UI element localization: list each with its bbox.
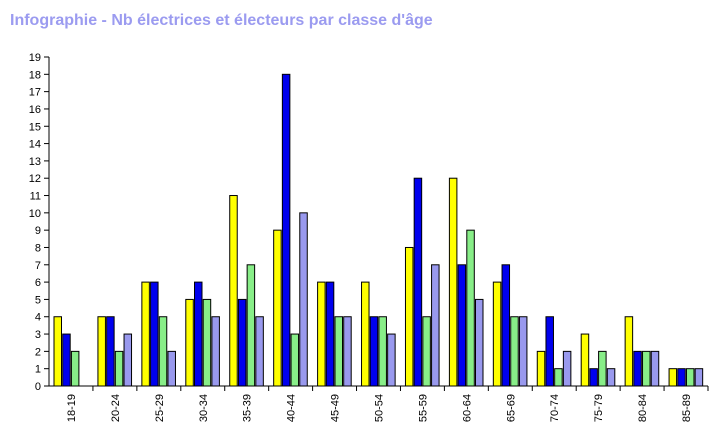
- bar-85-89-series-1: [668, 368, 678, 387]
- bar-55-59-series-4: [431, 264, 440, 387]
- y-tick-label: 17: [29, 87, 41, 99]
- bar-25-29-series-4: [167, 350, 176, 387]
- bar-75-79-series-2: [589, 368, 598, 387]
- bar-50-54-series-1: [361, 281, 370, 387]
- bar-70-74-series-2: [545, 316, 554, 387]
- x-tick-label: 25-29: [154, 394, 166, 422]
- bar-35-39-series-1: [229, 195, 238, 387]
- x-tick-label: 70-74: [549, 394, 561, 422]
- bar-40-44-series-4: [299, 212, 308, 387]
- bar-30-34-series-1: [185, 298, 194, 387]
- bar-60-64-series-4: [475, 298, 484, 387]
- x-tick-label: 45-49: [330, 394, 342, 422]
- y-tick-label: 3: [35, 329, 41, 341]
- y-tick-label: 1: [35, 364, 41, 376]
- x-tick-label: 40-44: [286, 394, 298, 422]
- x-axis: 18-19 20-24 25-29 30-34 35-39 40-44 45-49 50-54…: [66, 386, 709, 422]
- y-tick-label: 5: [35, 294, 41, 306]
- bar-60-64-series-3: [466, 229, 475, 387]
- x-tick-label: 65-69: [505, 394, 517, 422]
- y-tick-label: 2: [35, 346, 41, 358]
- bar-70-74-series-1: [536, 350, 546, 387]
- x-tick-label: 55-59: [417, 394, 429, 422]
- bar-25-29-series-2: [150, 281, 159, 387]
- bar-55-59-series-3: [422, 316, 431, 387]
- x-tick-label: 75-79: [593, 394, 605, 422]
- y-tick-label: 6: [35, 277, 41, 289]
- y-tick-label: 0: [35, 381, 41, 393]
- bar-25-29-series-1: [141, 281, 150, 387]
- bar-80-84-series-3: [642, 350, 651, 387]
- y-tick-label: 7: [35, 260, 41, 272]
- bar-20-24-series-4: [123, 333, 133, 387]
- bar-40-44-series-2: [281, 73, 291, 387]
- x-tick-label: 60-64: [461, 394, 473, 422]
- bar-45-49-series-3: [334, 316, 343, 387]
- bar-75-79-series-1: [580, 333, 590, 387]
- bar-65-69-series-2: [501, 264, 511, 387]
- bar-35-39-series-2: [237, 298, 247, 387]
- bar-20-24-series-3: [114, 350, 124, 387]
- bar-65-69-series-1: [492, 281, 502, 387]
- x-tick-label: 30-34: [198, 394, 210, 422]
- y-tick-label: 9: [35, 225, 41, 237]
- bar-85-89-series-4: [694, 368, 704, 387]
- bar-50-54-series-4: [387, 333, 396, 387]
- x-tick-label: 35-39: [242, 394, 254, 422]
- chart-title: Infographie - Nb électrices et électeurs…: [10, 12, 433, 29]
- x-tick-label: 50-54: [374, 394, 386, 422]
- y-tick-label: 16: [29, 104, 41, 116]
- y-tick-label: 18: [29, 69, 41, 81]
- y-tick-label: 19: [29, 52, 41, 64]
- bar-35-39-series-3: [246, 264, 256, 387]
- bar-18-19-series-3: [70, 350, 80, 387]
- bar-70-74-series-3: [554, 368, 563, 387]
- bars: [53, 73, 704, 387]
- bar-85-89-series-3: [685, 368, 695, 387]
- bar-35-39-series-4: [255, 316, 264, 387]
- bar-40-44-series-1: [273, 229, 282, 387]
- bar-18-19-series-1: [53, 316, 62, 387]
- bar-25-29-series-3: [158, 316, 168, 387]
- bar-80-84-series-4: [650, 350, 660, 387]
- y-tick-label: 12: [29, 173, 41, 185]
- bar-55-59-series-2: [413, 177, 423, 387]
- bar-65-69-series-4: [518, 316, 528, 387]
- bar-50-54-series-3: [378, 316, 387, 387]
- bar-45-49-series-2: [325, 281, 335, 387]
- bar-60-64-series-1: [448, 177, 458, 387]
- y-tick-label: 4: [35, 312, 41, 324]
- bar-70-74-series-4: [562, 350, 572, 387]
- bar-45-49-series-4: [343, 316, 352, 387]
- bar-80-84-series-2: [633, 350, 642, 387]
- bar-18-19-series-2: [62, 333, 71, 387]
- y-tick-label: 13: [29, 156, 41, 168]
- bar-30-34-series-3: [202, 298, 212, 387]
- bar-55-59-series-1: [404, 246, 414, 387]
- bar-45-49-series-1: [317, 281, 326, 387]
- bar-75-79-series-3: [598, 350, 607, 387]
- y-tick-label: 15: [29, 121, 41, 133]
- y-tick-label: 8: [35, 242, 41, 254]
- y-tick-label: 10: [29, 208, 41, 220]
- bar-30-34-series-2: [194, 281, 203, 387]
- bar-65-69-series-3: [510, 316, 519, 387]
- bar-20-24-series-2: [106, 316, 115, 387]
- x-tick-label: 20-24: [110, 394, 122, 422]
- bar-60-64-series-2: [457, 264, 467, 387]
- y-tick-label: 11: [30, 191, 41, 203]
- bar-75-79-series-4: [606, 368, 616, 387]
- bar-20-24-series-1: [97, 316, 106, 387]
- x-tick-label: 85-89: [681, 394, 693, 422]
- x-tick-label: 80-84: [637, 394, 649, 422]
- x-tick-label: 18-19: [66, 394, 78, 422]
- bar-30-34-series-4: [211, 316, 220, 387]
- bar-50-54-series-2: [369, 316, 379, 387]
- bar-40-44-series-3: [290, 333, 300, 387]
- y-tick-label: 14: [29, 139, 41, 151]
- bar-80-84-series-1: [624, 316, 634, 387]
- bar-85-89-series-2: [677, 368, 686, 387]
